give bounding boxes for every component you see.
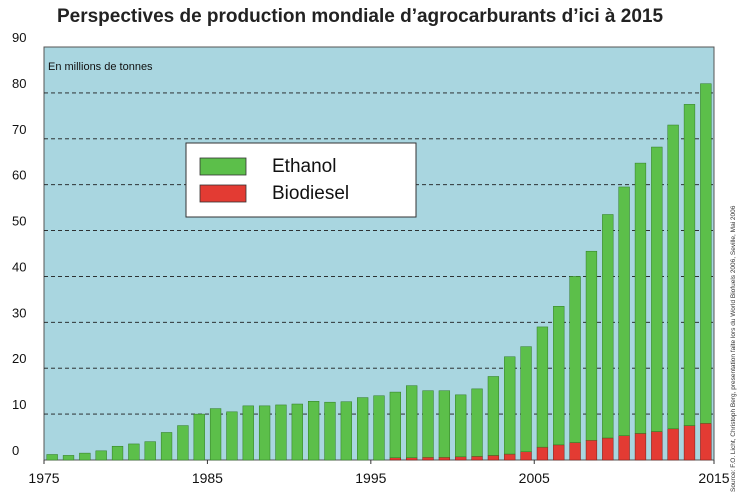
bar-ethanol [651,146,663,432]
bar-ethanol [226,411,238,461]
bar-ethanol [700,83,712,424]
bar-ethanol [340,401,352,461]
legend-swatch-ethanol [199,157,247,176]
unit-label: En millions de tonnes [48,61,153,73]
legend-box [185,142,417,218]
y-tick-label: 70 [12,122,26,137]
x-tick-label: 1995 [355,470,386,486]
bar-ethanol [553,306,565,446]
y-tick-label: 30 [12,305,26,320]
bar-ethanol [438,390,451,458]
bar-ethanol [275,404,287,461]
bar-ethanol [585,250,598,441]
legend-swatch-biodiesel [199,184,247,203]
bar-biodiesel [438,456,451,461]
legend: Ethanol Biodiesel [185,142,417,218]
bar-ethanol [46,454,58,461]
bar-ethanol [307,401,320,461]
bar-biodiesel [471,456,483,461]
bar-ethanol [242,405,254,461]
bar-biodiesel [700,423,712,461]
legend-label-biodiesel: Biodiesel [272,183,349,204]
bar-ethanol [634,162,647,434]
y-axis-ticks: 0 10 20 30 40 50 60 70 80 90 [12,30,26,458]
bar-ethanol [389,391,401,458]
bar-biodiesel [520,451,532,461]
bar-ethanol [193,413,205,461]
x-tick-label: 2005 [519,470,550,486]
bar-ethanol [128,443,140,461]
y-tick-label: 90 [12,30,26,45]
bar-biodiesel [602,437,614,461]
y-tick-label: 20 [12,351,26,366]
bar-ethanol [520,346,532,452]
bar-ethanol [504,356,516,455]
y-tick-label: 80 [12,76,26,91]
bar-ethanol [422,390,434,458]
bar-ethanol [406,385,418,458]
bar-biodiesel [487,455,500,461]
legend-label-ethanol: Ethanol [272,156,336,177]
x-tick-label: 1975 [28,470,59,486]
y-tick-label: 40 [12,259,26,274]
bar-ethanol [79,452,91,461]
y-tick-label: 10 [12,397,26,412]
bar-ethanol [209,408,222,461]
bar-ethanol [536,326,549,448]
bar-ethanol [111,445,124,461]
bar-ethanol [95,450,107,461]
bar-ethanol [258,405,271,461]
x-tick-label: 1985 [192,470,223,486]
bar-biodiesel [618,435,630,461]
bar-ethanol [487,376,500,456]
bar-biodiesel [634,433,647,461]
bar-ethanol [602,214,614,439]
y-tick-label: 60 [12,168,26,183]
bar-biodiesel [455,456,467,461]
source-note: Source: F.O. Licht, Christoph Berg, pres… [730,205,737,492]
y-tick-label: 0 [12,443,19,458]
bar-biodiesel [569,442,581,461]
bar-biodiesel [651,431,663,461]
bar-biodiesel [585,440,598,461]
bar-ethanol [291,403,303,461]
bar-biodiesel [536,446,549,461]
bar-ethanol [160,432,173,461]
x-tick-label: 2015 [698,470,729,486]
bar-ethanol [471,388,483,457]
bar-ethanol [667,124,679,430]
bar-ethanol [62,455,75,461]
bar-ethanol [618,186,630,436]
bar-ethanol [357,397,369,461]
chart-title: Perspectives de production mondiale d’ag… [56,6,664,27]
bar-ethanol [324,401,336,461]
bars [46,83,712,461]
bar-ethanol [569,276,581,443]
bar-ethanol [683,104,696,426]
x-axis-ticks: 1975 1985 1995 2005 2015 [28,460,730,486]
bar-biodiesel [553,444,565,461]
bar-ethanol [144,441,156,461]
bar-biodiesel [389,457,401,461]
bar-biodiesel [422,456,434,461]
bar-biodiesel [667,428,679,461]
bar-biodiesel [504,453,516,461]
bar-ethanol [373,395,385,461]
bar-biodiesel [406,457,418,461]
bar-biodiesel [683,425,696,461]
bar-ethanol [177,425,189,461]
y-tick-label: 50 [12,214,26,229]
bar-ethanol [455,394,467,458]
